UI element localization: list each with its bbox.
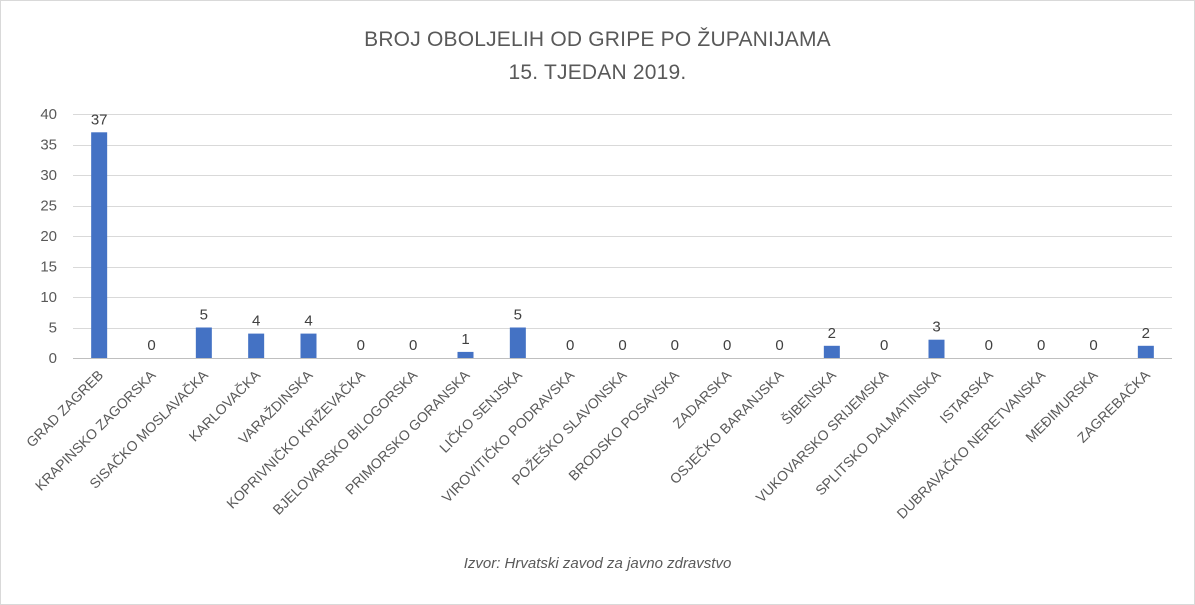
bar xyxy=(457,351,474,358)
y-tick-label: 0 xyxy=(49,350,57,367)
data-labels: 37 0 5 4 4 0 0 1 5 0 0 0 0 0 2 0 3 0 0 0 2 xyxy=(91,111,1150,354)
bar xyxy=(248,333,265,358)
data-label: 0 xyxy=(618,337,626,354)
bar xyxy=(1137,345,1154,358)
data-label: 2 xyxy=(1142,325,1150,342)
y-tick-label: 35 xyxy=(40,137,57,154)
data-label: 0 xyxy=(723,337,731,354)
data-label: 4 xyxy=(252,313,260,330)
y-axis-ticks: 0 5 10 15 20 25 30 35 40 xyxy=(40,106,57,367)
data-label: 5 xyxy=(200,307,208,324)
y-tick-label: 5 xyxy=(49,320,57,337)
y-tick-label: 40 xyxy=(40,106,57,123)
bar xyxy=(823,345,840,358)
data-label: 37 xyxy=(91,111,108,128)
data-label: 5 xyxy=(514,307,522,324)
data-label: 1 xyxy=(461,331,469,348)
y-tick-label: 15 xyxy=(40,259,57,276)
bar xyxy=(300,333,317,358)
bar xyxy=(509,327,526,358)
bar xyxy=(928,339,945,358)
data-label: 3 xyxy=(932,319,940,336)
data-label: 0 xyxy=(671,337,679,354)
y-tick-label: 25 xyxy=(40,198,57,215)
bar xyxy=(195,327,212,358)
data-label: 0 xyxy=(985,337,993,354)
data-label: 0 xyxy=(1089,337,1097,354)
data-label: 0 xyxy=(775,337,783,354)
source-note: Izvor: Hrvatski zavod za javno zdravstvo xyxy=(463,555,732,572)
y-tick-label: 30 xyxy=(40,167,57,184)
data-label: 0 xyxy=(409,337,417,354)
bars xyxy=(91,132,1154,358)
data-label: 0 xyxy=(566,337,574,354)
data-label: 2 xyxy=(828,325,836,342)
data-label: 0 xyxy=(357,337,365,354)
y-tick-label: 10 xyxy=(40,289,57,306)
data-label: 0 xyxy=(880,337,888,354)
bar xyxy=(91,132,108,358)
chart-title: BROJ OBOLJELIH OD GRIPE PO ŽUPANIJAMA xyxy=(364,28,831,51)
y-tick-label: 20 xyxy=(40,228,57,245)
chart-subtitle: 15. TJEDAN 2019. xyxy=(508,61,687,84)
data-label: 0 xyxy=(147,337,155,354)
gridlines xyxy=(73,114,1172,359)
data-label: 0 xyxy=(1037,337,1045,354)
data-label: 4 xyxy=(304,313,312,330)
